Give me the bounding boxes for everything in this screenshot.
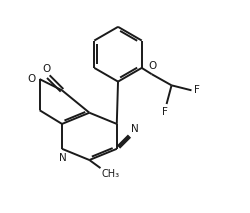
Text: N: N [58,153,66,163]
Text: O: O [42,64,50,74]
Text: O: O [148,61,156,71]
Text: F: F [162,107,168,117]
Text: F: F [194,85,200,95]
Text: CH₃: CH₃ [101,169,119,179]
Text: N: N [131,124,139,134]
Text: O: O [27,74,35,84]
